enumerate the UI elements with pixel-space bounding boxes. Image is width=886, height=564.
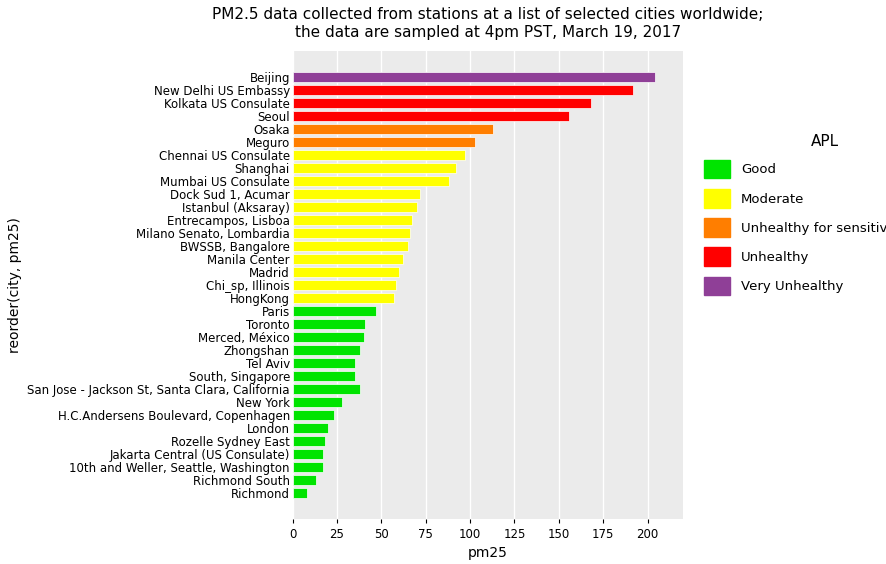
Legend: Good, Moderate, Unhealthy for sensitive groups, Unhealthy, Very Unhealthy: Good, Moderate, Unhealthy for sensitive … (696, 127, 886, 302)
Bar (292, 189, 420, 199)
Bar (292, 293, 393, 303)
Bar (292, 319, 365, 329)
Bar (292, 228, 409, 237)
Bar (292, 397, 342, 407)
Bar (292, 85, 633, 95)
Bar (292, 254, 402, 264)
Bar (292, 267, 399, 277)
Bar (292, 371, 354, 381)
Bar (292, 358, 354, 368)
Bar (292, 280, 395, 290)
Bar (292, 163, 455, 173)
Bar (292, 384, 360, 394)
Bar (292, 410, 333, 420)
Bar (292, 124, 493, 134)
X-axis label: pm25: pm25 (468, 547, 507, 561)
Bar (292, 423, 328, 433)
Bar (292, 150, 464, 160)
Bar (292, 462, 323, 472)
Bar (292, 332, 363, 342)
Bar (292, 241, 408, 251)
Bar (292, 111, 569, 121)
Bar (292, 202, 416, 212)
Bar (292, 306, 376, 316)
Bar (292, 215, 411, 224)
Bar (292, 488, 307, 497)
Bar (292, 72, 654, 82)
Bar (292, 176, 448, 186)
Bar (292, 475, 315, 484)
Bar (292, 449, 323, 459)
Bar (292, 436, 324, 446)
Y-axis label: reorder(city, pm25): reorder(city, pm25) (8, 217, 22, 352)
Bar (292, 137, 475, 147)
Title: PM2.5 data collected from stations at a list of selected cities worldwide;
the d: PM2.5 data collected from stations at a … (212, 7, 763, 40)
Bar (292, 98, 590, 108)
Bar (292, 345, 360, 355)
